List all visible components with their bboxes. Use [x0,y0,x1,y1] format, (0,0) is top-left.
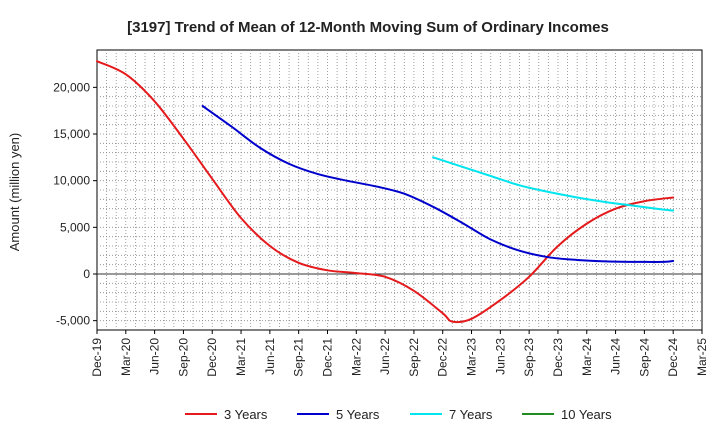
x-tick-label: Dec-20 [205,338,219,377]
series-layer [96,60,675,324]
chart-title: [3197] Trend of Mean of 12-Month Moving … [127,19,609,36]
x-tick-label: Dec-22 [436,338,450,377]
legend-label-7-years: 7 Years [449,407,493,422]
x-tick-label: Dec-24 [666,338,680,377]
x-tick-label: Sep-24 [637,338,651,377]
y-tick-label: 5,000 [60,220,90,234]
x-axis-ticks: Dec-19 Mar-20 Jun-20 Sep-20 Dec-20 Mar-21 Jun-… [90,330,709,377]
horizontal-grid [97,86,702,322]
x-tick-label: Mar-21 [234,338,248,376]
x-tick-label: Sep-20 [176,338,190,377]
x-tick-label: Jun-20 [148,338,162,375]
x-tick-label: Dec-23 [551,338,565,377]
y-tick-label: 10,000 [53,174,90,188]
y-axis-label: Amount (million yen) [7,133,22,252]
x-tick-label: Sep-22 [407,338,421,377]
x-tick-label: Jun-24 [609,338,623,375]
x-tick-label: Mar-24 [580,338,594,376]
series-line-3-years [96,60,675,324]
x-tick-label: Jun-23 [493,338,507,375]
legend: 3 Years 5 Years 7 Years 10 Years [185,407,612,422]
y-tick-label: 20,000 [53,80,90,94]
x-tick-label: Mar-25 [695,338,709,376]
legend-label-3-years: 3 Years [224,407,268,422]
legend-label-10-years: 10 Years [561,407,612,422]
x-tick-label: Dec-19 [90,338,104,377]
legend-label-5-years: 5 Years [336,407,380,422]
x-tick-label: Dec-21 [320,338,334,377]
x-tick-label: Sep-21 [292,338,306,377]
x-tick-label: Jun-21 [263,338,277,375]
x-tick-label: Mar-22 [349,338,363,376]
y-tick-label: -5,000 [56,314,90,328]
series-line-5-years [201,105,675,263]
series-line-7-years [432,156,675,212]
y-axis-ticks: -5,000 0 5,000 10,000 15,000 20,000 [53,80,97,328]
x-tick-label: Mar-20 [119,338,133,376]
y-tick-label: 0 [83,267,90,281]
y-tick-label: 15,000 [53,127,90,141]
x-tick-label: Mar-23 [465,338,479,376]
x-tick-label: Sep-23 [522,338,536,377]
x-tick-label: Jun-22 [378,338,392,375]
